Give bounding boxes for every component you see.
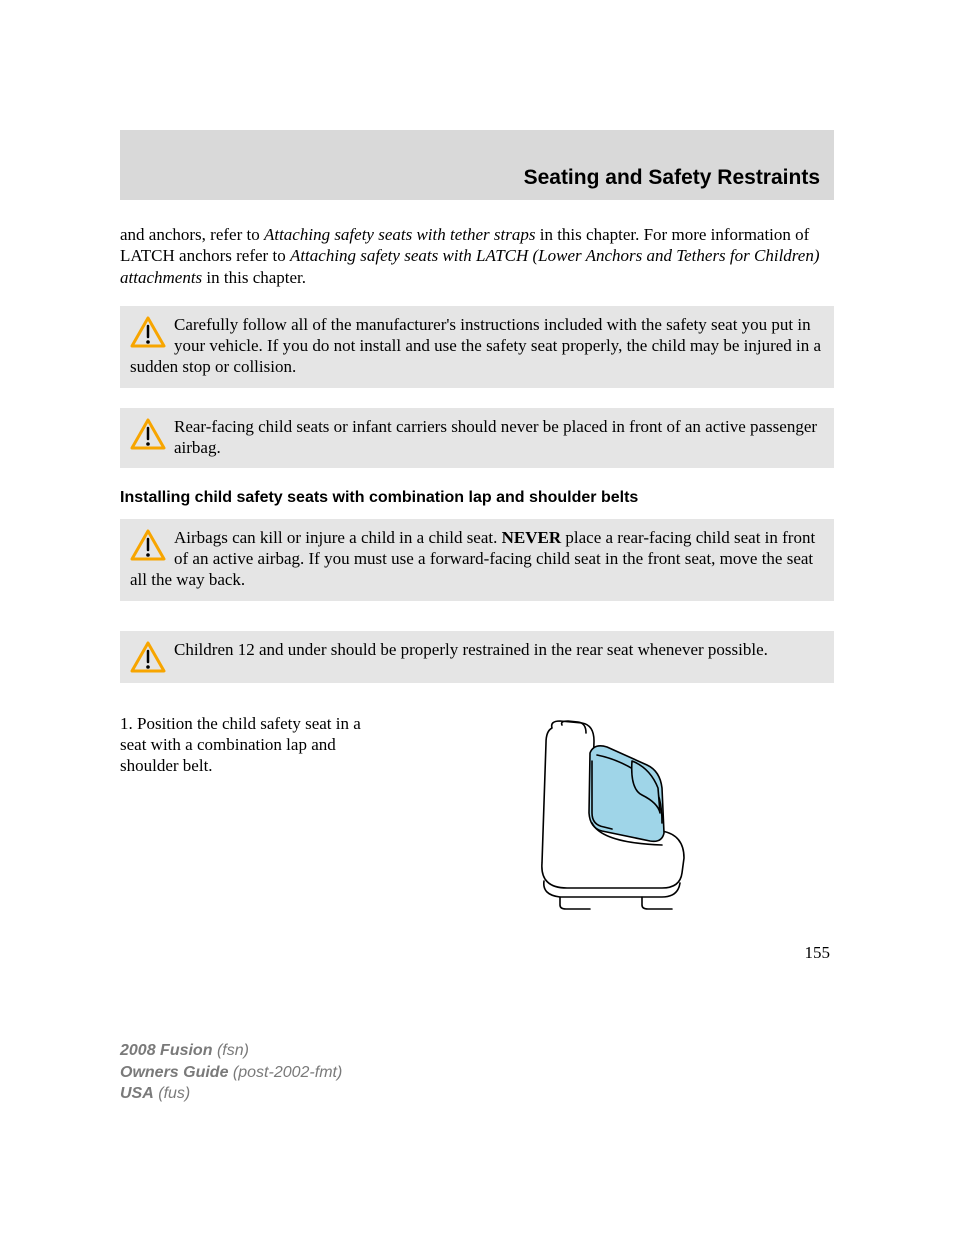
warning-triangle-icon bbox=[130, 641, 166, 673]
intro-paragraph: and anchors, refer to Attaching safety s… bbox=[120, 224, 834, 288]
footer-model: 2008 Fusion bbox=[120, 1042, 212, 1059]
warning-triangle-icon bbox=[130, 418, 166, 450]
section-title: Seating and Safety Restraints bbox=[524, 166, 820, 190]
warning-box-3: Airbags can kill or injure a child in a … bbox=[120, 519, 834, 601]
footer-region: USA bbox=[120, 1085, 154, 1102]
step-1-illustration bbox=[410, 713, 834, 913]
childseat-illustration-icon bbox=[512, 713, 732, 913]
footer-model-code: (fsn) bbox=[217, 1042, 249, 1059]
page-number: 155 bbox=[120, 943, 834, 963]
section-header-bar: Seating and Safety Restraints bbox=[120, 130, 834, 200]
footer-line-2: Owners Guide (post-2002-fmt) bbox=[120, 1062, 342, 1084]
warning-2-text: Rear-facing child seats or infant carrie… bbox=[174, 417, 817, 457]
warning-triangle-icon bbox=[130, 529, 166, 561]
warning-3-pre: Airbags can kill or injure a child in a … bbox=[174, 528, 502, 547]
warning-box-2: Rear-facing child seats or infant carrie… bbox=[120, 408, 834, 469]
manual-page: Seating and Safety Restraints and anchor… bbox=[0, 0, 954, 963]
warning-box-1: Carefully follow all of the manufacturer… bbox=[120, 306, 834, 388]
footer-region-code: (fus) bbox=[158, 1085, 190, 1102]
intro-post: in this chapter. bbox=[202, 268, 306, 287]
footer-metadata: 2008 Fusion (fsn) Owners Guide (post-200… bbox=[120, 1040, 342, 1105]
footer-line-1: 2008 Fusion (fsn) bbox=[120, 1040, 342, 1062]
warning-1-text: Carefully follow all of the manufacturer… bbox=[130, 315, 821, 377]
subheading: Installing child safety seats with combi… bbox=[120, 488, 834, 509]
warning-box-4: Children 12 and under should be properly… bbox=[120, 631, 834, 683]
footer-line-3: USA (fus) bbox=[120, 1083, 342, 1105]
intro-ref1: Attaching safety seats with tether strap… bbox=[264, 225, 536, 244]
intro-pre: and anchors, refer to bbox=[120, 225, 264, 244]
warning-triangle-icon bbox=[130, 316, 166, 348]
warning-3-bold: NEVER bbox=[502, 528, 562, 547]
footer-guide-code: (post-2002-fmt) bbox=[233, 1064, 342, 1081]
warning-4-text: Children 12 and under should be properly… bbox=[174, 640, 768, 659]
footer-guide: Owners Guide bbox=[120, 1064, 228, 1081]
step-1-text: 1. Position the child safety seat in a s… bbox=[120, 713, 380, 777]
step-1-row: 1. Position the child safety seat in a s… bbox=[120, 713, 834, 913]
